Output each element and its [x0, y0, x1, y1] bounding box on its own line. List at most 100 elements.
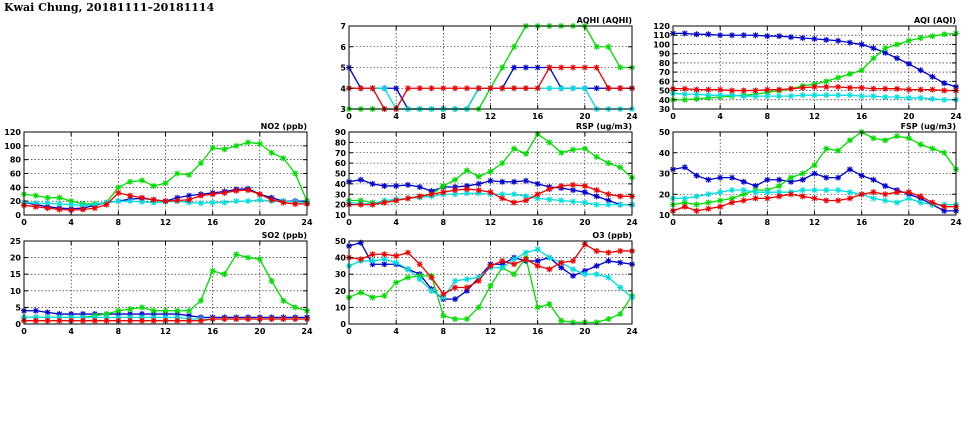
data-point [929, 73, 936, 80]
x-tick-label: 8 [116, 327, 122, 336]
data-point [522, 197, 529, 204]
x-tick-label: 0 [346, 112, 352, 121]
y-tick-label: 40 [659, 96, 671, 105]
y-tick-label: 25 [10, 237, 22, 246]
data-point [905, 135, 912, 142]
data-point [717, 174, 724, 181]
data-point [570, 85, 577, 92]
data-point [705, 92, 712, 99]
x-tick-label: 4 [68, 218, 74, 227]
data-point [581, 189, 588, 196]
data-point [44, 205, 51, 212]
x-tick-label: 8 [441, 327, 447, 336]
data-point [617, 193, 624, 200]
data-point [416, 261, 423, 268]
data-point [799, 84, 806, 91]
data-point [581, 64, 588, 71]
chart-so2: 0 5 10 15 20 25 0 4 8 12 16 20 24 SO2 (ppb) [10, 231, 313, 336]
data-point [487, 85, 494, 92]
data-point [593, 187, 600, 194]
y-tick-label: 20 [335, 287, 347, 296]
data-point [858, 84, 865, 91]
data-point [452, 85, 459, 92]
chart-title: SO2 (ppb) [262, 231, 307, 240]
data-point [381, 182, 388, 189]
x-tick-label: 8 [765, 112, 771, 121]
data-point [546, 266, 553, 273]
data-point [605, 257, 612, 264]
x-tick-label: 0 [346, 218, 352, 227]
data-point [127, 178, 134, 185]
data-point [381, 85, 388, 92]
data-point [593, 201, 600, 208]
data-point [752, 182, 759, 189]
data-point [127, 314, 134, 321]
data-point [546, 196, 553, 203]
data-point [941, 96, 948, 103]
data-point [681, 30, 688, 37]
data-point [787, 191, 794, 198]
data-point [593, 85, 600, 92]
data-point [534, 262, 541, 269]
data-point [605, 316, 612, 323]
series-rsp-3 [346, 181, 635, 208]
data-point [534, 304, 541, 311]
data-point [103, 314, 110, 321]
data-point [917, 86, 924, 93]
data-point [752, 87, 759, 94]
data-point [693, 95, 700, 102]
data-point [487, 189, 494, 196]
data-point [681, 195, 688, 202]
y-tick-label: 40 [335, 180, 347, 189]
data-point [487, 177, 494, 184]
data-point [558, 182, 565, 189]
data-point [440, 189, 447, 196]
x-tick-label: 24 [626, 327, 638, 336]
y-tick-label: 60 [335, 159, 347, 168]
x-tick-label: 12 [809, 112, 820, 121]
data-point [245, 198, 252, 205]
data-point [846, 39, 853, 46]
data-point [693, 207, 700, 214]
data-point [357, 256, 364, 263]
data-point [752, 32, 759, 39]
data-point [186, 192, 193, 199]
data-point [416, 183, 423, 190]
data-point [404, 85, 411, 92]
data-point [905, 195, 912, 202]
data-point [393, 197, 400, 204]
data-point [475, 187, 482, 194]
data-point [68, 314, 75, 321]
x-tick-label: 20 [903, 218, 915, 227]
data-point [186, 307, 193, 314]
data-point [174, 307, 181, 314]
data-point [522, 64, 529, 71]
data-point [605, 85, 612, 92]
x-tick-label: 8 [116, 218, 122, 227]
data-point [905, 86, 912, 93]
y-tick-label: 110 [653, 31, 670, 40]
data-point [280, 199, 287, 206]
data-point [728, 92, 735, 99]
data-point [233, 251, 240, 258]
data-point [811, 35, 818, 42]
data-point [776, 193, 783, 200]
data-point [221, 146, 228, 153]
data-point [870, 189, 877, 196]
data-point [728, 87, 735, 94]
data-point [941, 80, 948, 87]
data-point [823, 36, 830, 43]
x-tick-label: 24 [626, 218, 638, 227]
data-point [882, 94, 889, 101]
data-point [393, 252, 400, 259]
data-point [752, 189, 759, 196]
x-tick-label: 16 [532, 327, 544, 336]
data-point [162, 314, 169, 321]
data-point [740, 187, 747, 194]
data-point [705, 191, 712, 198]
data-point [581, 267, 588, 274]
x-tick-label: 0 [21, 327, 27, 336]
y-tick-label: 7 [340, 22, 346, 31]
